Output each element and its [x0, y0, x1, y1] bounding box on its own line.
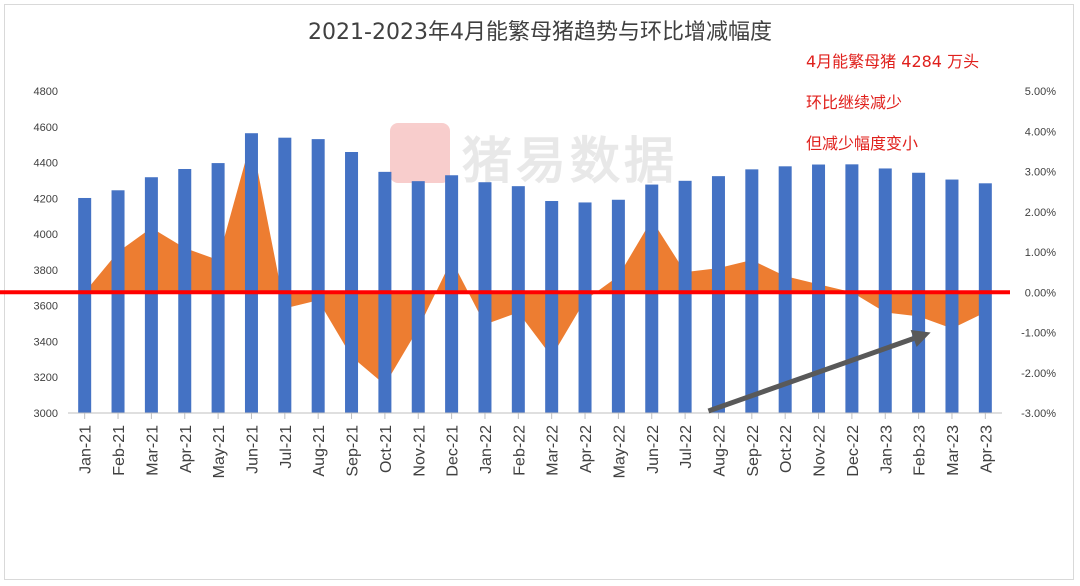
- bar-Jan-21: [78, 197, 92, 413]
- x-tick-label: Sep-21: [345, 425, 362, 477]
- x-tick-label: Nov-22: [812, 425, 829, 477]
- x-tick-label: Jun-21: [244, 425, 261, 474]
- bar-Jun-22: [645, 184, 659, 413]
- y-right-tick-label: -3.00%: [1021, 408, 1056, 420]
- annotation-line-2: 环比继续减少: [806, 93, 903, 112]
- x-tick-label: Sep-22: [745, 425, 762, 477]
- x-tick-label: May-21: [211, 425, 228, 478]
- x-tick-label: Jul-21: [278, 425, 295, 469]
- x-tick-label: Feb-23: [912, 425, 929, 476]
- y-right-tick-label: 5.00%: [1025, 86, 1056, 98]
- bar-Oct-22: [778, 166, 792, 413]
- bar-Jan-22: [478, 182, 492, 413]
- area-series-mom-change: [84, 139, 986, 385]
- bar-May-22: [611, 199, 625, 413]
- x-tick-label: Jan-22: [478, 425, 495, 474]
- y-left-tick-label: 3400: [34, 336, 58, 348]
- annotation-line-3: 但减少幅度变小: [806, 134, 919, 153]
- x-tick-label: Apr-23: [978, 425, 995, 473]
- bar-Nov-22: [812, 164, 826, 413]
- y-left-tick-label: 4400: [34, 158, 58, 170]
- x-tick-label: Feb-22: [511, 425, 528, 476]
- y-left-tick-label: 3200: [34, 372, 58, 384]
- trend-arrow-shaft: [707, 336, 915, 414]
- annotation-line-1: 4月能繁母猪 4284 万头: [806, 52, 980, 71]
- x-tick-label: May-22: [611, 425, 628, 478]
- x-tick-label: Oct-22: [778, 425, 795, 473]
- y-left-tick-label: 4800: [34, 86, 58, 98]
- x-tick-label: Jul-22: [678, 425, 695, 469]
- x-tick-label: Mar-23: [945, 425, 962, 476]
- y-right-tick-label: 4.00%: [1025, 126, 1056, 138]
- y-left-tick-label: 3000: [34, 408, 58, 420]
- x-tick-label: Apr-21: [178, 425, 195, 473]
- x-tick-label: Jun-22: [645, 425, 662, 474]
- y-right-tick-label: 2.00%: [1025, 207, 1056, 219]
- bar-Feb-22: [511, 186, 525, 413]
- bar-Sep-21: [345, 152, 359, 414]
- bar-Apr-23: [978, 183, 992, 413]
- bar-Mar-23: [945, 179, 959, 413]
- y-left-tick-label: 4200: [34, 193, 58, 205]
- watermark-logo-icon: [390, 123, 450, 183]
- bar-Feb-21: [111, 190, 125, 413]
- bar-May-21: [211, 163, 225, 413]
- x-tick-label: Aug-21: [311, 425, 328, 477]
- watermark: 猪易数据: [390, 117, 710, 190]
- bar-Aug-21: [311, 139, 325, 414]
- bar-Mar-21: [144, 177, 158, 413]
- bar-Apr-22: [578, 202, 592, 413]
- y-right-tick-label: 0.00%: [1025, 287, 1056, 299]
- bar-Mar-22: [545, 201, 559, 413]
- x-tick-label: Jan-21: [78, 425, 95, 474]
- y-right-tick-label: -1.00%: [1021, 328, 1056, 340]
- bar-Jun-21: [244, 133, 258, 413]
- bar-Jul-21: [278, 137, 292, 413]
- x-tick-label: Jan-23: [878, 425, 895, 474]
- chart-title: 2021-2023年4月能繁母猪趋势与环比增减幅度: [308, 20, 772, 45]
- y-left-tick-label: 3800: [34, 265, 58, 277]
- x-tick-label: Mar-22: [545, 425, 562, 476]
- bar-Nov-21: [411, 181, 425, 413]
- x-tick-label: Nov-21: [411, 425, 428, 477]
- trend-arrow-head-icon: [910, 330, 931, 347]
- bar-Jul-22: [678, 180, 692, 413]
- watermark-text: 猪易数据: [462, 132, 678, 190]
- y-right-tick-label: 3.00%: [1025, 167, 1056, 179]
- x-tick-label: Oct-21: [378, 425, 395, 473]
- x-tick-label: Mar-21: [144, 425, 161, 476]
- y-left-tick-label: 4000: [34, 229, 58, 241]
- bar-Dec-22: [845, 164, 859, 413]
- y-right-tick-label: 1.00%: [1025, 247, 1056, 259]
- y-right-tick-label: -2.00%: [1021, 368, 1056, 380]
- x-tick-label: Feb-21: [111, 425, 128, 476]
- x-tick-label: Apr-22: [578, 425, 595, 473]
- y-left-tick-label: 4600: [34, 122, 58, 134]
- y-left-tick-label: 3600: [34, 301, 58, 313]
- x-tick-label: Dec-21: [445, 425, 462, 477]
- bar-Aug-22: [711, 176, 725, 413]
- x-tick-label: Dec-22: [845, 425, 862, 477]
- x-tick-label: Aug-22: [711, 425, 728, 477]
